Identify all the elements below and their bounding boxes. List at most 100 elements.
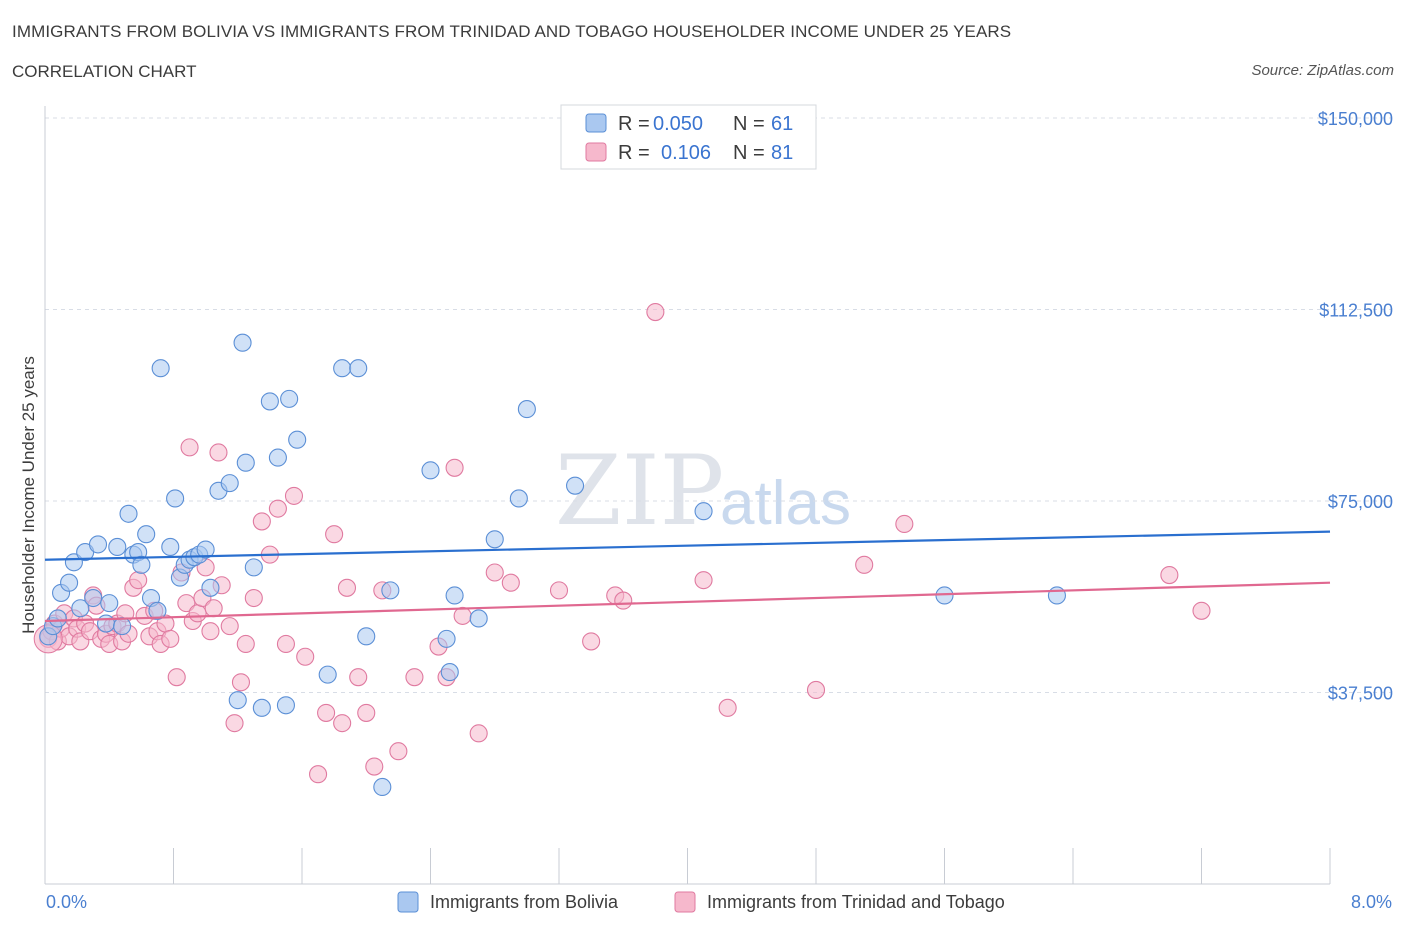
bolivia-point bbox=[260, 392, 279, 411]
trinidad-point bbox=[129, 571, 148, 590]
bolivia-point bbox=[440, 663, 459, 682]
bolivia-point bbox=[357, 627, 376, 646]
bolivia-point bbox=[381, 581, 400, 600]
bolivia-point bbox=[445, 586, 464, 605]
trinidad-point bbox=[1160, 565, 1179, 585]
trinidad-point bbox=[485, 563, 504, 582]
x-axis-ticks bbox=[44, 848, 1331, 884]
trinidad-point bbox=[180, 438, 199, 457]
stats-legend: R = 0.050 N = 61 R = 0.106 N = 81 bbox=[560, 104, 817, 170]
series-bolivia-points bbox=[39, 333, 1066, 797]
trinidad-point bbox=[1192, 601, 1211, 620]
trinidad-point bbox=[177, 594, 196, 613]
trinidad-point bbox=[296, 647, 315, 666]
y-tick-label: $112,500 bbox=[1319, 301, 1393, 321]
trinidad-point bbox=[333, 714, 352, 733]
bolivia-point bbox=[694, 502, 713, 521]
trend-line-bolivia bbox=[44, 530, 1331, 561]
bottom-legend-swatch-trinidad bbox=[674, 891, 696, 913]
bolivia-point bbox=[318, 665, 337, 684]
chart-subtitle: CORRELATION CHART bbox=[12, 62, 197, 81]
bolivia-point bbox=[48, 609, 67, 628]
trinidad-point bbox=[453, 606, 472, 625]
bottom-legend-label-trinidad: Immigrants from Trinidad and Tobago bbox=[707, 892, 1005, 912]
bolivia-point bbox=[509, 489, 528, 508]
bolivia-point bbox=[201, 578, 220, 597]
bolivia-point bbox=[485, 530, 504, 549]
trinidad-point bbox=[209, 443, 228, 462]
bolivia-point bbox=[268, 448, 287, 467]
bolivia-point bbox=[280, 389, 299, 408]
bolivia-point bbox=[469, 609, 488, 628]
bolivia-point bbox=[236, 453, 255, 472]
trinidad-point bbox=[204, 599, 223, 618]
trinidad-point bbox=[220, 617, 239, 636]
bolivia-point bbox=[71, 599, 90, 618]
trinidad-point bbox=[582, 632, 601, 651]
legend-r-label-trinidad: R = bbox=[618, 142, 650, 164]
bolivia-point bbox=[196, 540, 215, 559]
bottom-legend-label-bolivia: Immigrants from Bolivia bbox=[430, 892, 619, 912]
watermark-atlas: atlas bbox=[720, 469, 851, 538]
trinidad-point bbox=[501, 573, 520, 592]
trinidad-point bbox=[855, 555, 874, 574]
trinidad-point bbox=[276, 634, 295, 654]
trinidad-point bbox=[445, 458, 464, 477]
bolivia-point bbox=[349, 359, 368, 378]
watermark-zip: ZIP bbox=[555, 435, 724, 547]
bolivia-point bbox=[421, 461, 440, 480]
bolivia-point bbox=[288, 430, 307, 449]
trinidad-point bbox=[806, 680, 826, 699]
bolivia-point bbox=[161, 537, 180, 557]
bolivia-point bbox=[373, 777, 392, 797]
trinidad-point bbox=[895, 514, 914, 534]
bolivia-point bbox=[566, 476, 585, 495]
trinidad-point bbox=[201, 622, 220, 641]
bolivia-point bbox=[517, 400, 536, 419]
trinidad-point bbox=[225, 714, 244, 733]
legend-swatch-trinidad bbox=[585, 142, 607, 162]
bolivia-point bbox=[132, 555, 151, 574]
trinidad-point bbox=[167, 668, 186, 687]
legend-swatch-bolivia bbox=[585, 113, 607, 133]
trinidad-point bbox=[284, 486, 304, 505]
bolivia-point bbox=[276, 696, 295, 715]
y-tick-label: $150,000 bbox=[1318, 109, 1393, 129]
trinidad-point bbox=[614, 591, 633, 610]
y-tick-labels: $37,500 $75,000 $112,500 $150,000 bbox=[1318, 109, 1393, 704]
bottom-legend-swatch-bolivia bbox=[397, 891, 419, 913]
x-tick-label-max: 8.0% bbox=[1351, 892, 1392, 912]
bolivia-point bbox=[333, 359, 352, 378]
trinidad-point bbox=[646, 303, 665, 322]
trinidad-point bbox=[718, 698, 737, 717]
legend-n-label-trinidad: N = bbox=[733, 142, 765, 164]
bolivia-point bbox=[166, 489, 185, 508]
y-tick-label: $37,500 bbox=[1328, 684, 1393, 704]
trinidad-point bbox=[365, 757, 384, 776]
trinidad-point bbox=[252, 512, 271, 531]
trinidad-point bbox=[188, 604, 207, 623]
source-label: Source: ZipAtlas.com bbox=[1251, 62, 1394, 79]
trinidad-point bbox=[549, 581, 569, 600]
bolivia-point bbox=[137, 525, 156, 544]
bolivia-point bbox=[244, 558, 263, 577]
legend-n-value-bolivia: 61 bbox=[771, 113, 793, 135]
legend-r-label-bolivia: R = bbox=[618, 113, 650, 135]
bolivia-point bbox=[437, 629, 456, 648]
bolivia-point bbox=[108, 537, 127, 557]
trinidad-point bbox=[389, 742, 408, 761]
bolivia-point bbox=[1047, 586, 1066, 605]
trend-line-trinidad bbox=[44, 581, 1331, 623]
trinidad-point bbox=[231, 673, 251, 692]
y-axis-title: Householder Income Under 25 years bbox=[19, 356, 38, 634]
bolivia-point bbox=[88, 535, 108, 554]
bolivia-point bbox=[60, 573, 79, 592]
trinidad-point bbox=[349, 668, 368, 687]
x-tick-label-min: 0.0% bbox=[46, 892, 87, 912]
series-legend: Immigrants from Bolivia Immigrants from … bbox=[397, 891, 1005, 913]
trinidad-point bbox=[469, 724, 488, 743]
trinidad-point bbox=[694, 571, 713, 590]
y-tick-label: $75,000 bbox=[1328, 492, 1393, 512]
trinidad-point bbox=[161, 629, 180, 648]
